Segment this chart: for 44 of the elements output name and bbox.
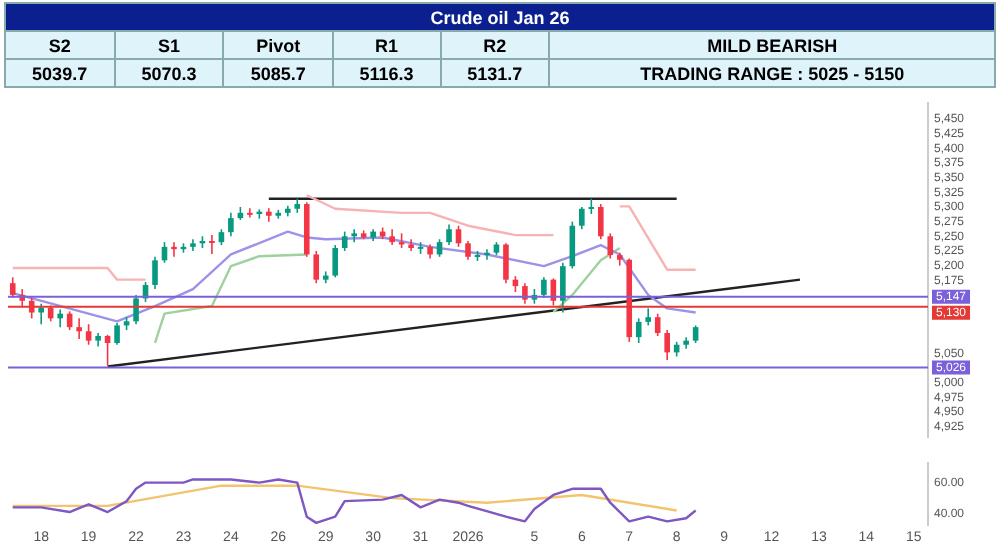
candlestick xyxy=(607,232,614,260)
text: R2 xyxy=(440,31,550,59)
text: S2 xyxy=(5,31,115,59)
text: 5131.7 xyxy=(440,59,550,87)
candlestick xyxy=(332,244,339,279)
candlestick xyxy=(247,207,253,219)
candlestick xyxy=(484,248,490,261)
candlestick xyxy=(9,276,16,299)
candlestick xyxy=(114,322,120,346)
candlestick xyxy=(579,206,585,231)
candlestick xyxy=(560,261,566,314)
candlestick xyxy=(133,294,139,326)
candlestick xyxy=(104,333,111,367)
text: R1 xyxy=(332,31,441,59)
candlestick xyxy=(635,317,642,344)
text: MILD BEARISH xyxy=(549,31,995,59)
candlestick xyxy=(654,312,661,337)
candlestick xyxy=(85,323,92,346)
text: 5085.7 xyxy=(223,59,333,87)
text: Crude oil Jan 26 xyxy=(5,3,995,31)
candlestick xyxy=(313,250,320,284)
candlestick xyxy=(341,230,348,252)
text: 5070.3 xyxy=(114,59,224,87)
candlestick xyxy=(597,203,604,241)
text: TRADING RANGE : 5025 - 5150 xyxy=(549,59,995,87)
candlestick xyxy=(266,207,272,223)
candlestick xyxy=(209,234,215,255)
candlestick xyxy=(38,302,44,326)
candlestick xyxy=(503,242,509,284)
candlestick xyxy=(228,212,234,238)
candlestick xyxy=(588,197,595,215)
candlestick xyxy=(541,276,547,299)
candlestick xyxy=(152,256,158,290)
text: Pivot xyxy=(223,31,333,59)
candlestick xyxy=(664,329,670,361)
candlestick xyxy=(446,223,452,246)
text: 5116.3 xyxy=(332,59,441,87)
candlestick xyxy=(465,240,471,261)
candlestick xyxy=(57,308,63,328)
text: S1 xyxy=(114,31,224,59)
text: 5039.7 xyxy=(5,59,115,87)
candlestick xyxy=(351,228,357,243)
candlestick xyxy=(76,317,82,340)
candlestick xyxy=(171,241,177,258)
